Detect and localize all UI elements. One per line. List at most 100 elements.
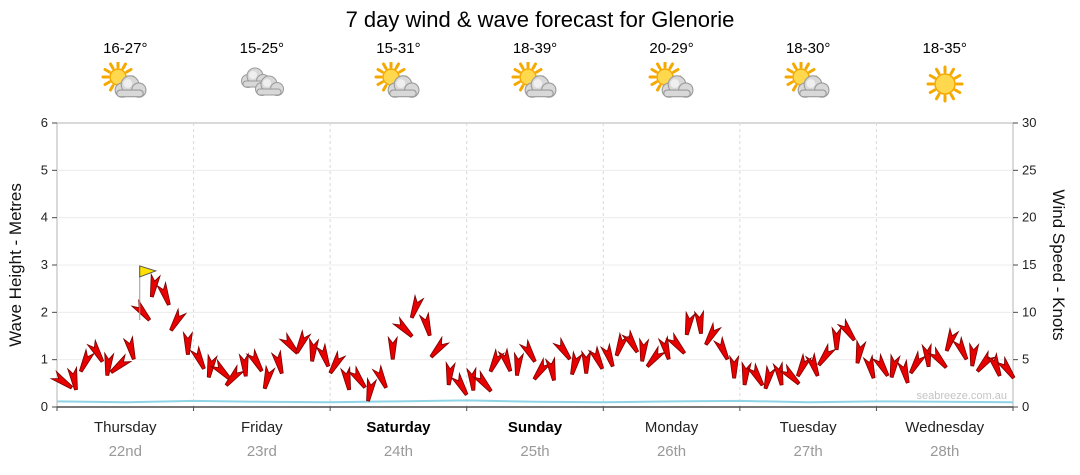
wind-arrow <box>149 272 161 298</box>
wind-arrow <box>224 364 246 387</box>
wind-arrow <box>518 338 537 363</box>
temp-range-label: 15-31° <box>376 40 421 57</box>
wind-arrow <box>66 365 78 391</box>
wind-arrow <box>391 316 414 338</box>
weather-icon-wrap <box>99 62 151 106</box>
wind-arrow <box>772 360 784 386</box>
wind-arrow <box>497 347 513 373</box>
wind-arrow <box>295 329 312 354</box>
wind-arrow <box>862 354 876 379</box>
wind-arrow <box>109 353 133 374</box>
wind-arrow <box>581 349 592 374</box>
wind-arrow <box>804 351 820 377</box>
wind-arrows <box>49 272 1016 402</box>
left-tick-label: 6 <box>41 115 48 130</box>
left-tick-label: 3 <box>41 257 48 272</box>
wind-arrow <box>78 347 96 373</box>
wind-arrow <box>429 335 451 359</box>
weather-icon-wrap <box>646 62 698 106</box>
wind-arrow <box>896 358 910 384</box>
wind-arrow <box>817 342 837 367</box>
wind-arrow <box>156 280 171 306</box>
sun-cloud-icon <box>374 62 420 98</box>
wind-arrow <box>544 356 556 381</box>
wind-arrow <box>238 352 249 377</box>
wind-arrow <box>130 298 152 322</box>
temp-range-label: 18-39° <box>512 40 558 57</box>
wind-arrow <box>209 358 232 381</box>
wind-arrow <box>927 346 948 369</box>
wind-arrow <box>871 352 890 377</box>
wind-arrow <box>366 376 378 402</box>
wind-arrow <box>49 369 74 390</box>
sun-cloud-icon <box>101 62 147 98</box>
wind-arrow <box>445 360 456 386</box>
sun-cloud-icon <box>648 62 694 98</box>
day-date-label: 27th <box>793 443 823 460</box>
wind-arrow <box>665 331 687 355</box>
temp-range-label: 18-35° <box>922 40 967 57</box>
wind-arrow <box>552 336 572 361</box>
temp-range-label: 18-30° <box>785 40 831 57</box>
wind-arrow <box>206 353 218 378</box>
right-tick-label: 30 <box>1022 115 1036 130</box>
wind-arrow <box>778 363 801 386</box>
right-tick-label: 25 <box>1022 162 1036 177</box>
day-date-label: 24th <box>383 443 414 460</box>
wind-arrow <box>532 356 553 381</box>
wind-arrow <box>328 350 347 375</box>
wind-arrow <box>418 311 432 337</box>
sun-cloud-icon <box>511 62 557 98</box>
wind-arrow <box>746 362 765 387</box>
right-tick-label: 10 <box>1022 304 1036 319</box>
wind-arrow <box>262 364 276 390</box>
watermark: seabreeze.com.au <box>917 390 1008 402</box>
wind-arrow <box>889 353 901 378</box>
wind-arrow <box>944 327 960 352</box>
wind-arrow <box>729 354 740 379</box>
wind-arrow <box>86 338 105 363</box>
wind-arrow <box>245 348 264 373</box>
wind-arrow <box>836 317 857 342</box>
wind-arrow <box>182 330 193 355</box>
wind-arrow <box>371 364 388 389</box>
sunny-icon <box>926 65 964 103</box>
wind-arrow <box>387 335 398 360</box>
left-tick-label: 4 <box>41 210 48 225</box>
day-date-label: 28th <box>930 443 960 460</box>
wind-arrow <box>450 371 469 396</box>
weather-icon-wrap <box>782 62 834 106</box>
sun-cloud-icon <box>784 62 830 98</box>
peak-flag <box>139 265 158 278</box>
wind-arrow <box>340 365 352 391</box>
day-name-label: Thursday <box>94 419 157 436</box>
wind-arrow <box>951 335 969 361</box>
temp-range-label: 20-29° <box>649 40 694 57</box>
day-date-label: 26th <box>656 443 687 460</box>
wind-arrow <box>189 345 206 370</box>
wind-arrow <box>599 342 615 368</box>
wind-arrow <box>315 342 331 368</box>
day-date-label: 23rd <box>246 443 277 460</box>
wind-arrow <box>488 347 506 373</box>
cloudy-icon <box>240 67 284 96</box>
wind-arrow <box>570 350 583 376</box>
wind-arrow <box>741 360 752 386</box>
wind-arrow <box>409 293 425 319</box>
wind-arrow <box>122 335 136 360</box>
weather-icon-wrap <box>372 62 424 106</box>
wind-arrow <box>986 351 1002 377</box>
wind-arrow <box>684 310 696 336</box>
wind-arrow <box>908 350 927 375</box>
weather-icon-wrap <box>919 62 971 106</box>
weather-icon-wrap <box>236 62 288 106</box>
wind-arrow <box>466 366 477 391</box>
right-tick-label: 20 <box>1022 210 1036 225</box>
page-title: 7 day wind & wave forecast for Glenorie <box>345 7 735 32</box>
wind-arrow <box>471 369 493 393</box>
day-name-label: Saturday <box>366 419 431 436</box>
right-tick-label: 15 <box>1022 257 1036 272</box>
day-name-label: Wednesday <box>905 419 985 436</box>
